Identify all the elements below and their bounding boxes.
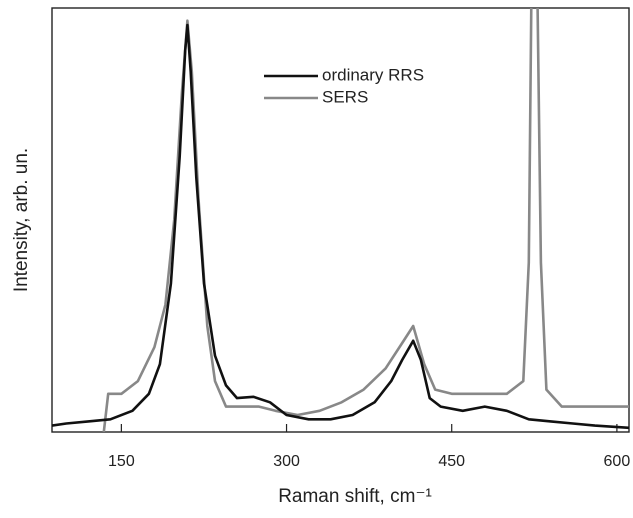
plot-frame	[51, 7, 630, 433]
y-axis-label: Intensity, arb. un.	[11, 148, 32, 292]
x-tick-label: 450	[438, 453, 465, 470]
legend-label: SERS	[322, 87, 368, 106]
x-axis-label: Raman shift, cm⁻¹	[278, 486, 432, 507]
x-tick-label: 300	[273, 453, 300, 470]
x-tick-label: 600	[604, 453, 631, 470]
series-line	[102, 8, 629, 432]
series-line	[52, 23, 629, 430]
plot-area	[52, 8, 629, 432]
legend-label: ordinary RRS	[322, 65, 424, 84]
x-tick-label: 150	[108, 453, 135, 470]
